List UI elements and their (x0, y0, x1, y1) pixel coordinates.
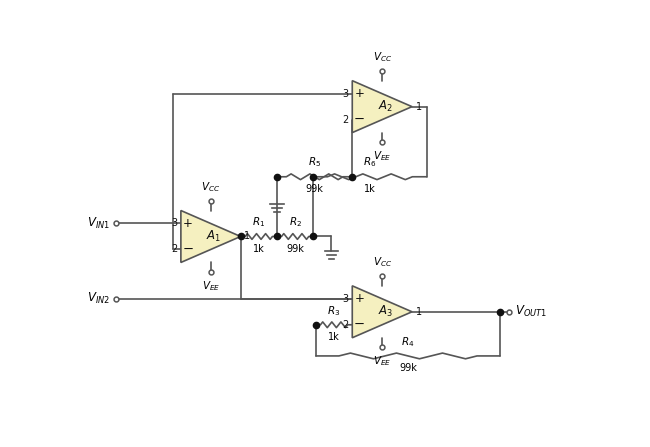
Text: 3: 3 (171, 219, 177, 228)
Text: −: − (183, 243, 194, 256)
Text: $V_{IN2}$: $V_{IN2}$ (88, 291, 110, 306)
Text: $R_4$: $R_4$ (401, 335, 415, 349)
Text: $A_2$: $A_2$ (378, 99, 393, 114)
Text: $R_6$: $R_6$ (363, 156, 376, 169)
Text: $V_{IN1}$: $V_{IN1}$ (87, 216, 111, 231)
Polygon shape (181, 211, 240, 262)
Text: $R_3$: $R_3$ (328, 304, 341, 317)
Text: 99k: 99k (286, 244, 304, 254)
Text: 3: 3 (343, 294, 348, 304)
Text: 1: 1 (244, 232, 250, 241)
Text: $V_{EE}$: $V_{EE}$ (373, 149, 391, 163)
Text: 2: 2 (343, 114, 348, 125)
Text: 2: 2 (343, 320, 348, 330)
Polygon shape (352, 80, 412, 133)
Text: +: + (183, 217, 193, 230)
Text: 99k: 99k (306, 184, 324, 194)
Text: +: + (355, 292, 365, 305)
Text: −: − (354, 318, 365, 331)
Text: 1k: 1k (364, 184, 376, 194)
Text: $A_1$: $A_1$ (206, 229, 222, 244)
Text: $V_{EE}$: $V_{EE}$ (202, 279, 220, 293)
Text: 3: 3 (343, 89, 348, 99)
Text: $A_3$: $A_3$ (378, 304, 393, 319)
Text: $V_{CC}$: $V_{CC}$ (372, 255, 392, 269)
Polygon shape (352, 286, 412, 338)
Text: $V_{CC}$: $V_{CC}$ (201, 180, 220, 194)
Text: $V_{OUT1}$: $V_{OUT1}$ (515, 304, 547, 319)
Text: $R_2$: $R_2$ (289, 215, 302, 229)
Text: 1: 1 (415, 307, 422, 317)
Text: 1k: 1k (253, 244, 265, 254)
Text: −: − (354, 113, 365, 126)
Text: 1: 1 (415, 101, 422, 112)
Text: $R_5$: $R_5$ (308, 156, 321, 169)
Text: 1k: 1k (328, 332, 340, 342)
Text: $V_{EE}$: $V_{EE}$ (373, 354, 391, 368)
Text: 99k: 99k (399, 363, 417, 373)
Text: 2: 2 (171, 245, 177, 254)
Text: $V_{CC}$: $V_{CC}$ (372, 50, 392, 64)
Text: +: + (355, 87, 365, 100)
Text: $R_1$: $R_1$ (252, 215, 265, 229)
